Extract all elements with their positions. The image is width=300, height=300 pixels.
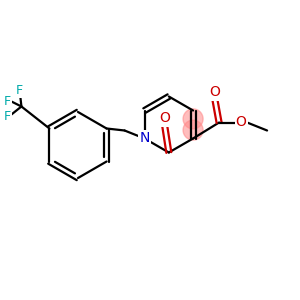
Text: F: F (16, 84, 23, 97)
Text: O: O (236, 116, 247, 130)
Text: F: F (4, 110, 11, 123)
Text: O: O (159, 112, 170, 125)
Circle shape (183, 120, 203, 140)
Circle shape (183, 109, 203, 129)
Text: F: F (4, 95, 11, 108)
Text: N: N (140, 131, 150, 146)
Text: O: O (210, 85, 220, 100)
